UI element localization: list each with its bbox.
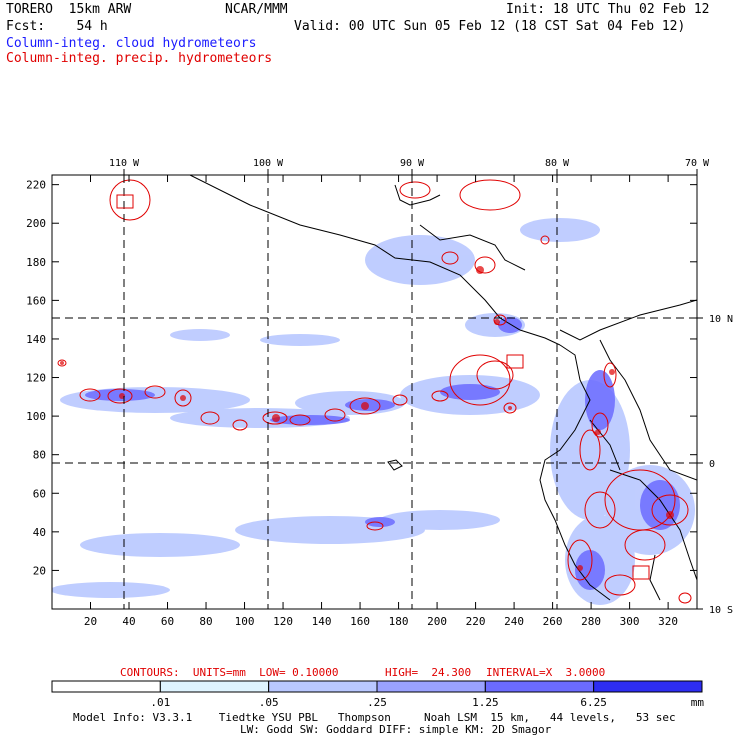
lat-label: 0 [709, 459, 715, 470]
colorbar-segment [593, 680, 703, 693]
lon-label: 90 W [400, 158, 425, 169]
y-tick-label-200: 200 [26, 217, 46, 230]
colorbar-label-3: 1.25 [472, 696, 499, 709]
latlon-grid [52, 175, 697, 609]
valid-time: Valid: 00 UTC Sun 05 Feb 12 (18 CST Sat … [294, 19, 686, 34]
model-physics: LW: Godd SW: Goddard DIFF: simple KM: 2D… [240, 723, 552, 736]
colorbar-segment [51, 680, 161, 693]
init-time: Init: 18 UTC Thu 02 Feb 12 [506, 2, 710, 17]
forecast-hour: Fcst: 54 h [6, 19, 108, 34]
y-tick-label-60: 60 [33, 487, 46, 500]
y-tick-label-220: 220 [26, 179, 46, 192]
x-tick-label-260: 260 [543, 615, 563, 628]
legend-cloud-hydrometeors: Column-integ. cloud hydrometeors [6, 36, 257, 51]
x-tick-label-220: 220 [466, 615, 486, 628]
y-tick-label-80: 80 [33, 449, 46, 462]
colorbar-label-2: .25 [367, 696, 387, 709]
coastlines [189, 175, 697, 601]
legend-precip-hydrometeors: Column-integ. precip. hydrometeors [6, 51, 273, 66]
y-tick-label-160: 160 [26, 294, 46, 307]
lat-label: 10 S [709, 605, 733, 616]
colorbar [51, 680, 703, 693]
colorbar-segment [268, 680, 378, 693]
x-tick-label-140: 140 [312, 615, 332, 628]
x-tick-label-180: 180 [389, 615, 409, 628]
y-tick-label-100: 100 [26, 410, 46, 423]
model-title: TORERO 15km ARW [6, 2, 132, 17]
contour-interval: INTERVAL=X 3.0000 [486, 666, 606, 679]
x-tick-label-240: 240 [504, 615, 524, 628]
x-tick-label-100: 100 [235, 615, 255, 628]
extrema-markers [116, 194, 650, 580]
colorbar-label-0: .01 [150, 696, 170, 709]
contour-units: CONTOURS: UNITS=mm LOW= 0.10000 [120, 666, 339, 679]
x-tick-label-40: 40 [122, 615, 135, 628]
x-tick-label-280: 280 [581, 615, 601, 628]
x-tick-label-20: 20 [84, 615, 97, 628]
institution-label: NCAR/MMM [225, 2, 288, 17]
y-tick-label-120: 120 [26, 372, 46, 385]
x-tick-label-300: 300 [620, 615, 640, 628]
lon-label: 100 W [253, 158, 284, 169]
x-tick-label-320: 320 [658, 615, 678, 628]
colorbar-label-1: .05 [259, 696, 279, 709]
y-tick-label-40: 40 [33, 526, 46, 539]
x-tick-label-200: 200 [427, 615, 447, 628]
colorbar-unit: mm [691, 696, 705, 709]
colorbar-segment [376, 680, 486, 693]
x-tick-label-160: 160 [350, 615, 370, 628]
x-tick-label-120: 120 [273, 615, 293, 628]
lat-label: 10 N [709, 314, 733, 325]
precip-cores [60, 266, 674, 571]
x-tick-label-80: 80 [199, 615, 212, 628]
y-tick-label-140: 140 [26, 333, 46, 346]
lon-label: 70 W [685, 158, 710, 169]
colorbar-segment [484, 680, 595, 693]
plot-frame [51, 174, 698, 610]
colorbar-label-4: 6.25 [580, 696, 607, 709]
contour-high: HIGH= 24.300 [385, 666, 472, 679]
colorbar-segment [159, 680, 270, 693]
model-info: Model Info: V3.3.1 Tiedtke YSU PBL Thomp… [73, 711, 676, 724]
lon-label: 80 W [545, 158, 570, 169]
precip-contours [57, 179, 692, 604]
lon-label: 110 W [109, 158, 140, 169]
y-tick-label-20: 20 [33, 564, 46, 577]
y-tick-label-180: 180 [26, 256, 46, 269]
x-tick-label-60: 60 [161, 615, 174, 628]
